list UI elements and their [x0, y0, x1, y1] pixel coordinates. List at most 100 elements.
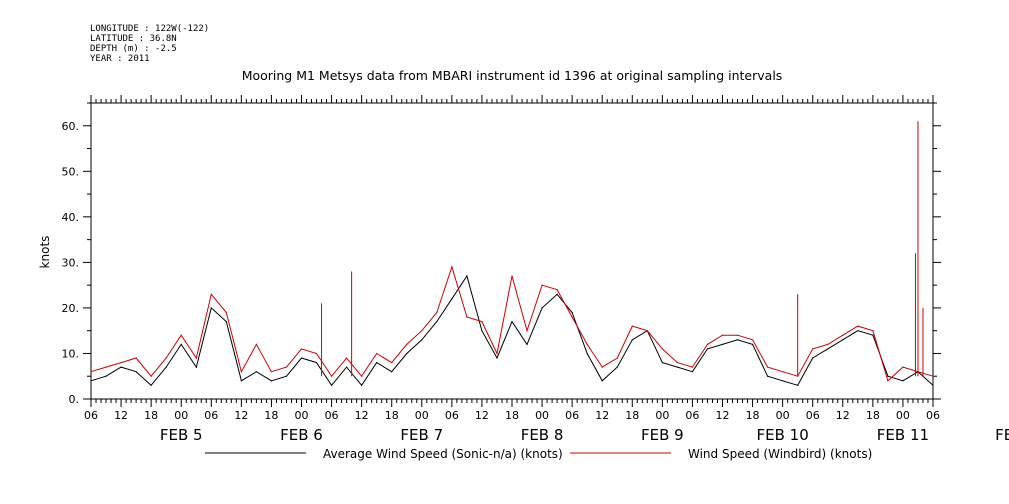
- series-point: [932, 384, 934, 386]
- series-point: [586, 352, 588, 355]
- x-tick-label: 18: [385, 409, 399, 422]
- series-point: [511, 275, 513, 277]
- y-tick-label: 20.: [62, 302, 80, 315]
- x-tick-label: 12: [836, 409, 850, 422]
- series-point: [736, 339, 739, 341]
- x-tick-label: 18: [746, 409, 760, 422]
- x-tick-label: 18: [866, 409, 880, 422]
- x-tick-label: 18: [625, 409, 639, 422]
- latitude-label: LATITUDE : 36.8N: [90, 34, 177, 44]
- y-tick-label: 40.: [62, 211, 80, 224]
- y-tick-label: 60.: [62, 120, 80, 133]
- series-point: [676, 361, 678, 364]
- x-tick-label: 12: [595, 409, 609, 422]
- x-day-label: FEB 5: [160, 426, 203, 444]
- x-tick-label: 00: [174, 409, 188, 422]
- series-point: [706, 348, 709, 350]
- series-point: [90, 380, 92, 382]
- x-tick-label: 00: [896, 409, 910, 422]
- series-point: [285, 375, 288, 377]
- series-point: [180, 334, 182, 336]
- series-point: [466, 316, 468, 318]
- series-point: [842, 334, 844, 336]
- x-day-label: FEB 8: [521, 426, 564, 444]
- x-tick-label: 06: [445, 409, 459, 422]
- x-tick-label: 06: [325, 409, 339, 422]
- series-point: [195, 357, 197, 359]
- series-point: [330, 375, 333, 377]
- series-point: [285, 366, 288, 368]
- series-point: [842, 339, 844, 341]
- series-point: [421, 330, 423, 332]
- series-point: [586, 343, 588, 345]
- series-point: [90, 371, 92, 373]
- series-point: [436, 311, 438, 314]
- series-point: [240, 380, 242, 382]
- x-tick-label: 18: [264, 409, 278, 422]
- series-point: [902, 380, 904, 382]
- x-day-label: FEB 10: [757, 426, 809, 444]
- x-day-label: FEB 9: [641, 426, 684, 444]
- series-point: [330, 384, 333, 386]
- series-point: [857, 330, 859, 332]
- x-tick-label: 12: [114, 409, 128, 422]
- series-point: [857, 325, 859, 327]
- x-day-label: FEB 6: [280, 426, 323, 444]
- x-tick-label: 00: [655, 409, 669, 422]
- series-point: [782, 371, 784, 373]
- plot-frame: [90, 102, 934, 400]
- series-point: [150, 375, 152, 377]
- series-point: [225, 320, 227, 323]
- series-point: [180, 343, 182, 345]
- series-line-windbird: [90, 265, 934, 382]
- legend-label-average: Average Wind Speed (Sonic-n/a) (knots): [323, 447, 563, 461]
- chart-title: Mooring M1 Metsys data from MBARI instru…: [242, 68, 783, 83]
- series-point: [346, 366, 348, 368]
- x-tick-label: 00: [776, 409, 790, 422]
- series-point: [496, 352, 498, 355]
- series-point: [225, 311, 227, 314]
- x-tick-label: 12: [475, 409, 489, 422]
- year-label: YEAR : 2011: [90, 54, 150, 64]
- series-lines: [90, 121, 934, 387]
- y-tick-label: 50.: [62, 165, 80, 178]
- series-point: [541, 307, 543, 309]
- series-point: [361, 384, 363, 386]
- x-tick-label: 12: [355, 409, 369, 422]
- x-tick-label: 18: [144, 409, 158, 422]
- x-tick-label: 06: [84, 409, 98, 422]
- series-point: [556, 289, 558, 291]
- series-point: [541, 284, 543, 286]
- series-point: [135, 357, 137, 359]
- x-tick-label: 00: [295, 409, 309, 422]
- series-point: [767, 366, 769, 368]
- axis-ticks: [83, 95, 941, 407]
- series-point: [631, 325, 633, 327]
- series-point: [556, 293, 558, 295]
- legend-label-windbird: Wind Speed (Windbird) (knots): [688, 447, 872, 461]
- series-point: [827, 343, 829, 345]
- series-point: [165, 357, 167, 359]
- series-point: [120, 361, 122, 364]
- series-point: [691, 371, 694, 373]
- series-point: [887, 380, 889, 382]
- x-tick-label: 06: [685, 409, 699, 422]
- series-point: [812, 357, 814, 359]
- y-tick-label: 0.: [69, 393, 80, 406]
- series-point: [812, 348, 814, 350]
- series-point: [255, 371, 257, 373]
- x-tick-label: 00: [415, 409, 429, 422]
- x-tick-labels: 06 12 18 00 06 12 18 00 06 12 18 00 06 12 18 00 06 12 18 00…: [84, 409, 1009, 444]
- series-line-average: [90, 274, 934, 387]
- x-day-label: FEB 7: [400, 426, 443, 444]
- series-point: [767, 375, 769, 377]
- series-point: [721, 343, 724, 345]
- x-tick-label: 18: [505, 409, 519, 422]
- x-tick-label: 12: [234, 409, 248, 422]
- series-point: [270, 380, 273, 382]
- x-day-label: FEB 11: [877, 426, 929, 444]
- series-point: [120, 366, 122, 368]
- series-point: [676, 366, 678, 368]
- series-point: [571, 316, 573, 318]
